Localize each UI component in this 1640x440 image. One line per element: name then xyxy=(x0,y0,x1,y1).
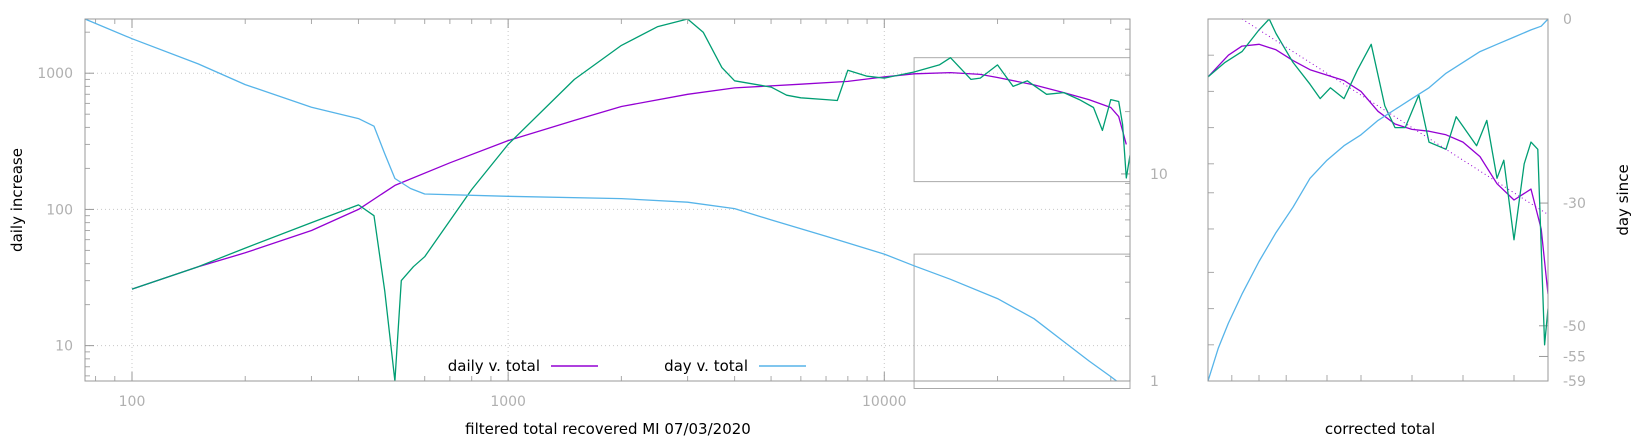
inset-y2-tick-label: 0 xyxy=(1563,12,1572,28)
series-day-v-total xyxy=(85,19,1118,381)
inset-y2-tick-label: -55 xyxy=(1563,349,1586,365)
inset-series-day xyxy=(1208,19,1548,381)
x-tick-label: 10000 xyxy=(862,394,907,410)
legend-label-day: day v. total xyxy=(664,357,748,375)
main-plot-frame xyxy=(84,18,1131,382)
inset-y2-tick-label: -50 xyxy=(1563,319,1586,335)
series-raw-daily xyxy=(131,19,1130,381)
main-x-axis-title: filtered total recovered MI 07/03/2020 xyxy=(465,420,751,438)
y2-tick-label: 1 xyxy=(1150,374,1159,390)
y-tick-label: 1000 xyxy=(37,66,73,82)
main-plot: 100 1000 10000 10 100 1000 1 10 xyxy=(37,18,1168,410)
legend: daily v. total day v. total xyxy=(448,357,806,375)
inset-plot-frame xyxy=(1207,18,1549,382)
inset-series-smoothed xyxy=(1208,43,1548,295)
main-y-axis-title: daily increase xyxy=(8,148,26,252)
legend-label-daily: daily v. total xyxy=(448,357,540,375)
y-tick-label: 10 xyxy=(55,339,73,355)
inset-x-axis-title: corrected total xyxy=(1325,420,1435,438)
inset-y2-tick-label: -30 xyxy=(1563,196,1586,212)
x-tick-label: 1000 xyxy=(490,394,526,410)
inset-y2-tick-label: -59 xyxy=(1563,374,1586,390)
inset-trend-line xyxy=(1241,19,1548,215)
zoom-box-lower xyxy=(913,253,1131,389)
series-daily-v-total xyxy=(131,71,1127,290)
x-tick-label: 100 xyxy=(119,394,146,410)
inset-plot: 0 -30 -50 -55 -59 xyxy=(1207,12,1586,390)
inset-y2-axis-title: day since xyxy=(1614,164,1632,235)
inset-series-raw xyxy=(1208,19,1548,346)
y2-tick-label: 10 xyxy=(1150,167,1168,183)
y-tick-label: 100 xyxy=(46,202,73,218)
